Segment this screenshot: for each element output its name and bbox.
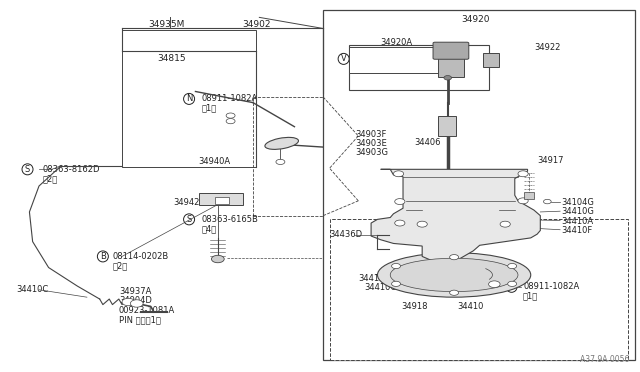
Text: 34406: 34406 xyxy=(415,138,441,147)
Circle shape xyxy=(392,281,401,286)
Text: 34410C: 34410C xyxy=(17,285,49,294)
Text: 34935M: 34935M xyxy=(148,20,185,29)
Circle shape xyxy=(508,263,516,269)
Polygon shape xyxy=(371,169,540,264)
Text: 34104G: 34104G xyxy=(561,198,595,207)
Circle shape xyxy=(131,300,143,307)
Bar xyxy=(524,192,534,199)
Text: （1）: （1） xyxy=(202,104,217,113)
Text: 34903E: 34903E xyxy=(355,139,387,148)
Circle shape xyxy=(518,171,528,177)
Bar xyxy=(330,219,628,360)
Circle shape xyxy=(417,221,428,227)
Text: （4）: （4） xyxy=(202,224,217,233)
Circle shape xyxy=(392,263,401,269)
Text: 08363-6165B: 08363-6165B xyxy=(202,215,259,224)
Text: 34918: 34918 xyxy=(402,302,428,311)
Text: （2）: （2） xyxy=(42,174,58,183)
Circle shape xyxy=(226,113,235,118)
Text: （1）: （1） xyxy=(523,292,538,301)
Bar xyxy=(349,45,489,90)
Text: （2）: （2） xyxy=(113,261,128,270)
Ellipse shape xyxy=(378,253,531,297)
Circle shape xyxy=(488,281,500,288)
Text: 34410G: 34410G xyxy=(365,283,397,292)
FancyBboxPatch shape xyxy=(433,42,468,59)
Circle shape xyxy=(394,171,404,177)
Text: 34410G: 34410G xyxy=(561,208,595,217)
Bar xyxy=(349,47,442,73)
Text: 34920A: 34920A xyxy=(381,38,413,47)
Text: 34903G: 34903G xyxy=(355,148,388,157)
Text: 08916-13510: 08916-13510 xyxy=(354,54,410,63)
Bar xyxy=(483,53,499,67)
Text: 34920: 34920 xyxy=(461,15,490,24)
Circle shape xyxy=(543,199,551,204)
Text: 34902: 34902 xyxy=(242,20,270,29)
Ellipse shape xyxy=(265,137,298,150)
Ellipse shape xyxy=(390,258,518,292)
Text: 08911-1082A: 08911-1082A xyxy=(202,94,258,103)
Bar xyxy=(122,31,256,167)
Text: 34410F: 34410F xyxy=(358,274,390,283)
Text: 34410F: 34410F xyxy=(561,226,593,235)
Text: 08114-0202B: 08114-0202B xyxy=(113,252,169,261)
Text: V: V xyxy=(340,54,346,63)
Circle shape xyxy=(450,254,459,260)
Text: 08911-1082A: 08911-1082A xyxy=(523,282,579,291)
Circle shape xyxy=(518,198,528,204)
Circle shape xyxy=(500,221,510,227)
Circle shape xyxy=(226,119,235,124)
Circle shape xyxy=(395,220,405,226)
Circle shape xyxy=(508,281,516,286)
Circle shape xyxy=(122,298,135,306)
Text: 34917: 34917 xyxy=(537,155,564,164)
Text: S: S xyxy=(186,215,192,224)
Bar xyxy=(198,193,243,205)
Text: PIN ピン（1）: PIN ピン（1） xyxy=(119,315,161,324)
Text: 34410: 34410 xyxy=(458,302,484,311)
Text: 34903F: 34903F xyxy=(355,129,387,139)
Text: B: B xyxy=(100,252,106,261)
Bar xyxy=(438,58,464,77)
Text: 34940A: 34940A xyxy=(198,157,231,166)
Circle shape xyxy=(444,76,452,80)
Bar xyxy=(323,10,635,360)
Text: A37.9A 0056: A37.9A 0056 xyxy=(580,355,630,364)
Text: 34942: 34942 xyxy=(173,198,200,207)
Text: N: N xyxy=(508,282,515,291)
Text: 34922: 34922 xyxy=(534,42,560,51)
Circle shape xyxy=(276,159,285,164)
Circle shape xyxy=(211,255,224,263)
Text: N: N xyxy=(186,94,192,103)
Text: （2）: （2） xyxy=(354,64,369,73)
Text: 34410A: 34410A xyxy=(561,217,593,226)
Bar xyxy=(214,197,228,204)
Text: 34815: 34815 xyxy=(157,54,186,62)
Text: 34937A: 34937A xyxy=(119,287,151,296)
Text: 34904D: 34904D xyxy=(119,296,152,305)
Circle shape xyxy=(395,199,405,205)
Text: S: S xyxy=(25,165,30,174)
Circle shape xyxy=(450,290,459,295)
Text: 34436D: 34436D xyxy=(330,230,363,240)
Bar xyxy=(438,116,456,136)
Text: 00923-1081A: 00923-1081A xyxy=(119,306,175,315)
Text: 08363-8162D: 08363-8162D xyxy=(42,165,100,174)
